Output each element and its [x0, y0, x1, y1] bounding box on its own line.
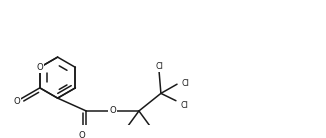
Text: Cl: Cl [181, 101, 189, 110]
Text: Cl: Cl [182, 79, 190, 88]
Text: Cl: Cl [155, 63, 163, 71]
Text: O: O [37, 63, 43, 72]
Text: O: O [109, 106, 116, 116]
Text: O: O [13, 97, 20, 106]
Text: O: O [78, 131, 85, 138]
